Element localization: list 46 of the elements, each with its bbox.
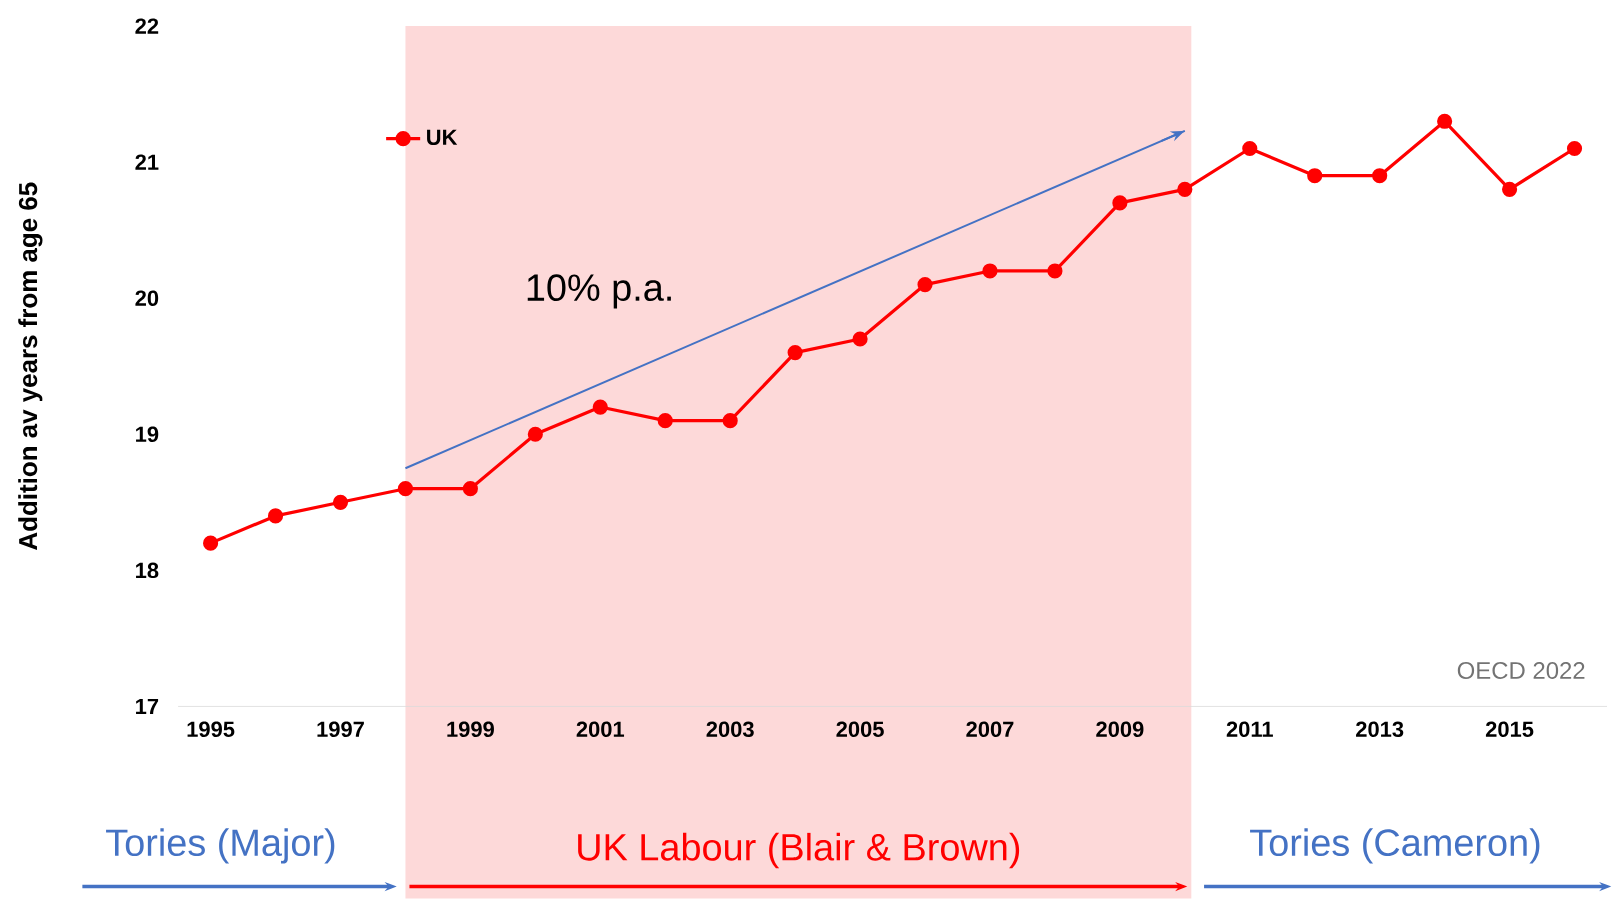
text: Tories (Cameron) (1250, 828, 1540, 864)
point (1047, 263, 1063, 279)
legend-label: UK (427, 129, 458, 146)
y-tick-label: 20 (135, 290, 159, 307)
x-tick-label: 1997 (317, 721, 364, 738)
point (462, 481, 478, 497)
x-tick-label: 2011 (1226, 721, 1273, 738)
point (267, 508, 284, 524)
point (1566, 141, 1583, 157)
point (657, 413, 673, 429)
y-tick-label: 21 (135, 154, 159, 170)
x-tick-label: 2015 (1485, 721, 1534, 738)
annotation: OECD 2022 (1457, 662, 1585, 680)
point (982, 263, 998, 279)
point (1112, 195, 1128, 211)
x-tick-label: 1995 (187, 721, 235, 738)
point (722, 413, 738, 429)
x-tick-label: 2009 (1096, 721, 1144, 738)
point (1177, 181, 1193, 198)
point (1501, 181, 1518, 198)
point (917, 277, 933, 293)
point (1437, 113, 1453, 130)
x-tick-label: 2005 (836, 721, 884, 738)
point (592, 399, 608, 415)
point (397, 481, 414, 497)
x-tick-label: 2013 (1356, 721, 1404, 738)
y-tick-label: 22 (135, 18, 159, 34)
x-tick-label: 2001 (576, 721, 625, 738)
y-tick-label: 18 (136, 562, 159, 579)
point (1372, 168, 1388, 184)
point (527, 426, 543, 443)
x-tick-label: 1999 (447, 721, 494, 738)
point (332, 494, 349, 511)
band-label: UK Labour (Blair & Brown) (578, 833, 1020, 869)
y-tick-label: 17 (136, 699, 159, 715)
point (1307, 168, 1323, 184)
point (203, 535, 219, 551)
point (787, 345, 803, 361)
x-tick-label: 2007 (966, 721, 1014, 738)
x-tick-label: 2003 (706, 721, 754, 738)
annotation: 10% p.a. (527, 274, 671, 309)
y-tick-label: 19 (136, 426, 159, 443)
point (852, 331, 868, 347)
y-axis-title: Addition av years from age 65 (18, 182, 43, 551)
text: Tories (Major) (106, 828, 335, 864)
point (1242, 141, 1258, 157)
